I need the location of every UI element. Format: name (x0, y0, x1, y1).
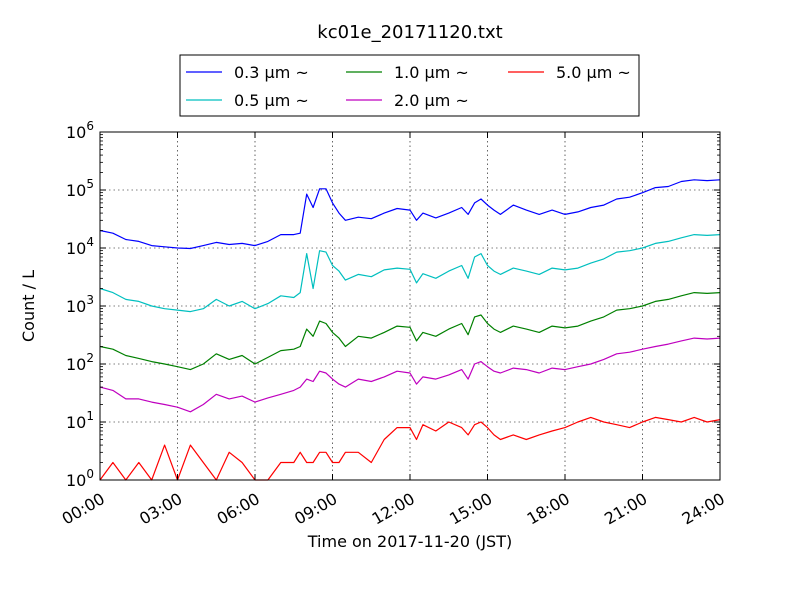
x-tick-label: 24:00 (679, 489, 728, 529)
series-group (99, 179, 721, 481)
x-tick-label: 00:00 (59, 489, 108, 529)
series-line-5 (99, 416, 721, 481)
series-line-4 (99, 337, 721, 413)
x-axis-label: Time on 2017-11-20 (JST) (307, 532, 512, 551)
legend-label: 2.0 μm ~ (394, 91, 469, 110)
y-tick-label: 105 (66, 177, 94, 200)
x-tick-label: 09:00 (291, 489, 340, 529)
legend-label: 0.3 μm ~ (234, 63, 309, 82)
y-tick-label: 106 (66, 119, 94, 142)
legend: 0.3 μm ~ 0.5 μm ~ 1.0 μm ~ 2.0 μm ~ 5.0 μm ~ (179, 54, 640, 117)
series-line-2 (99, 234, 721, 313)
x-tick-label: 03:00 (136, 489, 185, 529)
y-tick-label: 103 (66, 293, 94, 316)
y-axis-label: Count / L (19, 270, 38, 342)
x-tick-label: 21:00 (601, 489, 650, 529)
x-tick-label: 15:00 (446, 489, 495, 529)
y-tick-label: 102 (66, 351, 94, 374)
x-axis: 00:00 03:00 06:00 09:00 12:00 15:00 18:00 21:00… (59, 132, 728, 529)
legend-label: 0.5 μm ~ (234, 91, 309, 110)
legend-box (179, 54, 640, 117)
y-tick-label: 100 (66, 467, 94, 490)
legend-label: 1.0 μm ~ (394, 63, 469, 82)
y-tick-label: 101 (66, 409, 94, 432)
series-line-1 (99, 179, 721, 250)
chart-title: kc01e_20171120.txt (317, 22, 502, 43)
x-tick-label: 18:00 (524, 489, 573, 529)
series-line-3 (99, 292, 721, 371)
y-axis: 100 101 102 103 104 105 106 (66, 119, 720, 490)
y-tick-label: 104 (66, 235, 94, 258)
x-tick-label: 12:00 (369, 489, 418, 529)
legend-label: 5.0 μm ~ (556, 63, 631, 82)
x-tick-label: 06:00 (214, 489, 263, 529)
